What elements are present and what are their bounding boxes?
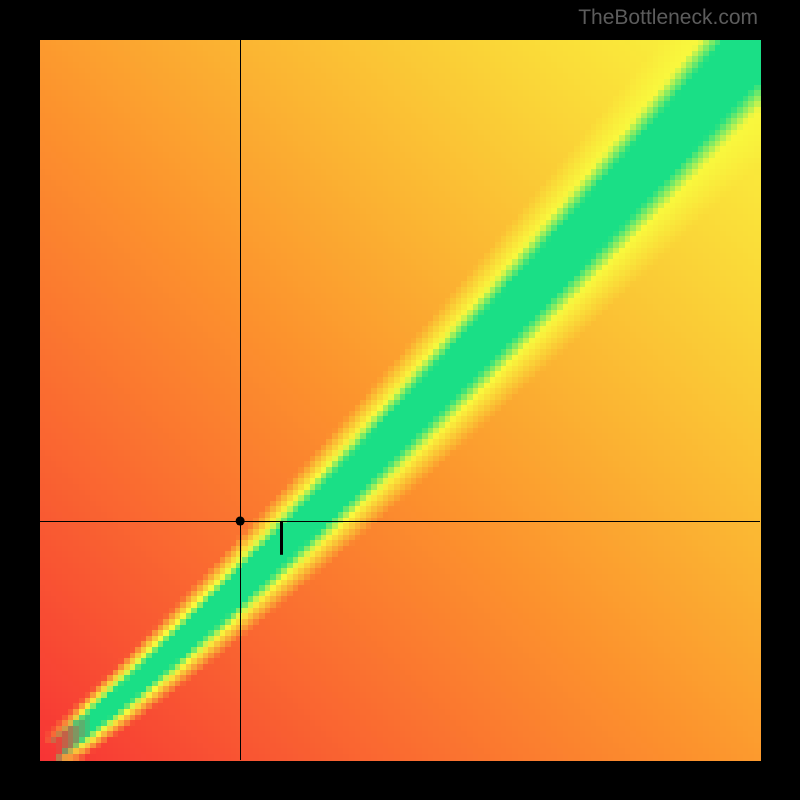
chart-container: TheBottleneck.com [0, 0, 800, 800]
heatmap-canvas [0, 0, 800, 800]
watermark-text: TheBottleneck.com [578, 6, 758, 30]
